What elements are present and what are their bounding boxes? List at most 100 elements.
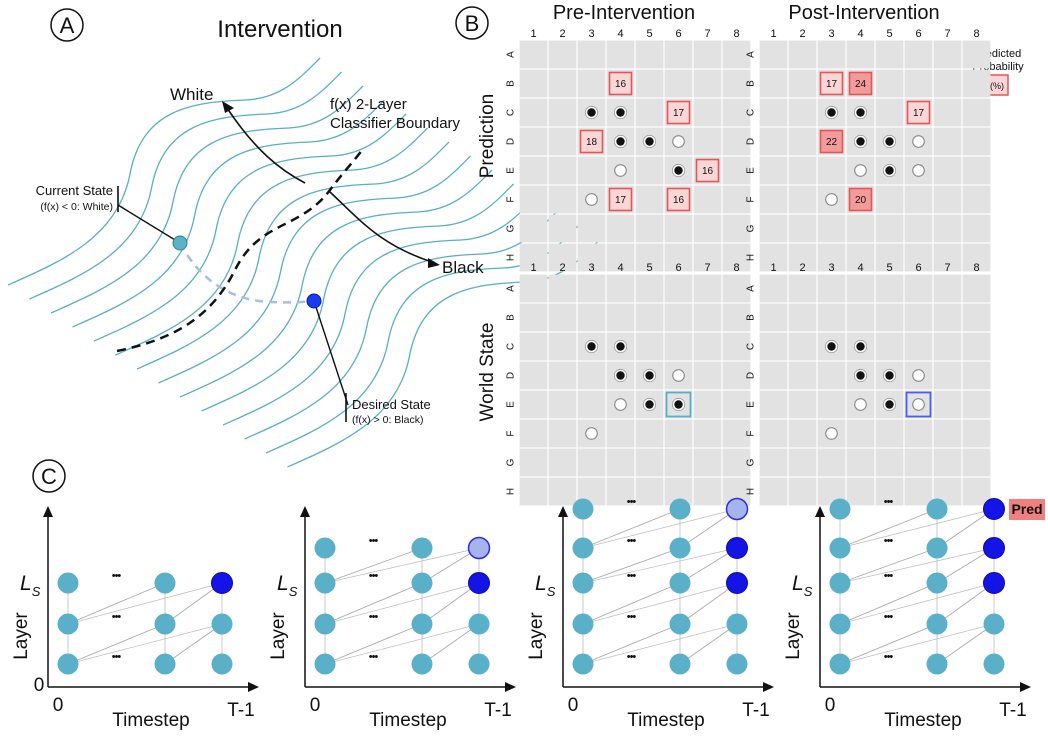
board-cell (635, 274, 664, 303)
contour-line (115, 127, 428, 356)
board-col-label: 2 (799, 262, 805, 274)
connection (67, 623, 166, 665)
board-row-label: D (746, 138, 757, 145)
black-piece-core (616, 108, 625, 117)
board-cell (606, 274, 635, 303)
board-cell (577, 361, 606, 390)
board-col-label: 4 (617, 262, 623, 274)
connection (582, 582, 681, 625)
black-piece-core (856, 342, 865, 351)
x-start-label: 0 (310, 695, 321, 716)
panel-a-circle (50, 8, 84, 42)
board-cell (759, 477, 788, 506)
board-cell (759, 98, 788, 127)
board-col-label: 8 (973, 28, 979, 40)
board-row-label: C (746, 109, 757, 116)
board-cell (904, 303, 933, 332)
board-row-label: A (746, 285, 757, 292)
board-cell (722, 243, 751, 272)
board-cell (817, 303, 846, 332)
board-cell (548, 69, 577, 98)
layer-node (829, 572, 851, 594)
origin-label: 0 (34, 675, 45, 696)
board-cell (722, 185, 751, 214)
prediction-value: 17 (615, 195, 627, 206)
board-cell (519, 303, 548, 332)
board-cell (577, 448, 606, 477)
board-row-label: D (746, 372, 757, 379)
white-piece (825, 193, 838, 206)
layer-node (468, 572, 490, 594)
board-cell (693, 98, 722, 127)
board-col-label: 1 (530, 262, 536, 274)
x-end-label: T-1 (484, 700, 511, 721)
white-piece (912, 164, 925, 177)
board-row-label: H (746, 488, 757, 495)
board-cell (606, 40, 635, 69)
white-piece (672, 135, 685, 148)
layer-label: Layer (11, 612, 32, 660)
board-cell (635, 185, 664, 214)
connection (324, 547, 423, 584)
board-cell (788, 419, 817, 448)
panel-a: A Intervention White Black f(x) 2-Layer … (7, 8, 600, 468)
layer-axis-arrow (300, 506, 310, 517)
boundary-label-2: Classifier Boundary (330, 115, 461, 132)
current-state-leader (117, 204, 181, 244)
board-col-label: 7 (704, 28, 710, 40)
board-cell (664, 448, 693, 477)
board-cell (759, 303, 788, 332)
board-cell (519, 98, 548, 127)
black-piece-core (587, 342, 596, 351)
board-col-label: 1 (530, 28, 536, 40)
board-cell (577, 156, 606, 185)
board-cell (904, 243, 933, 272)
timestep-label: Timestep (112, 710, 189, 731)
board-row-label: B (746, 80, 757, 87)
layer-node (926, 537, 948, 559)
layer-label: Layer (783, 612, 804, 660)
board-cell (846, 419, 875, 448)
black-piece-core (674, 400, 683, 409)
black-piece-core (885, 166, 894, 175)
prediction-value: 20 (855, 195, 867, 206)
board-cell (548, 40, 577, 69)
black-piece-core (856, 108, 865, 117)
contour-line (287, 239, 600, 468)
contour-line (222, 197, 536, 426)
board-cell (759, 332, 788, 361)
board-cell (693, 127, 722, 156)
ls-label: LS (20, 572, 41, 599)
board-cell (962, 243, 991, 272)
board-cell (759, 361, 788, 390)
board-cell (846, 303, 875, 332)
white-piece (912, 369, 925, 382)
board-row-label: G (746, 224, 757, 232)
board-row-label: H (506, 254, 517, 261)
board-cell (635, 40, 664, 69)
board-cell (606, 448, 635, 477)
board-cell (788, 303, 817, 332)
board-cell (759, 156, 788, 185)
board-row-label: H (506, 488, 517, 495)
current-state-label: Current State (36, 183, 113, 198)
layer-diagrams: Layer Timestep 0 T-1 0 LS ••• ••• ••• Layer Timest… (11, 496, 1045, 731)
ellipsis: ••• (112, 651, 122, 663)
black-piece-core (645, 137, 654, 146)
white-piece (585, 193, 598, 206)
board-cell (722, 361, 751, 390)
desired-state-sub: (f(x) > 0: Black) (352, 414, 423, 426)
connection (67, 582, 223, 625)
board-cell (519, 185, 548, 214)
black-piece-core (645, 371, 654, 380)
board-cell (664, 274, 693, 303)
row-label-prediction: Prediction (477, 94, 498, 179)
white-piece (585, 427, 598, 440)
layer-node (926, 653, 948, 675)
contour-line (179, 169, 493, 398)
pre-title: Pre-Intervention (553, 2, 695, 24)
board-cell (664, 243, 693, 272)
board-cell (635, 303, 664, 332)
layer-node (411, 572, 433, 594)
